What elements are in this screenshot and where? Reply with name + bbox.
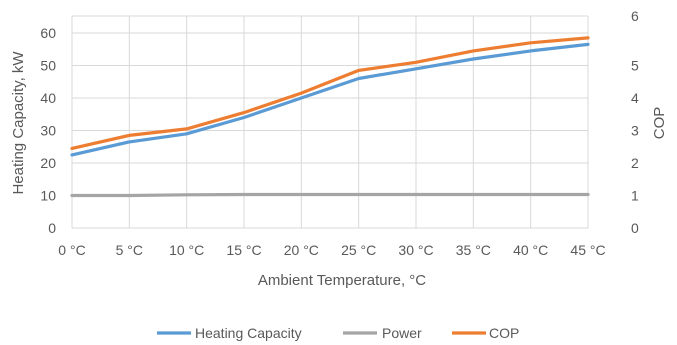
- y2-tick-label: 0: [631, 220, 639, 236]
- x-tick-label: 25 °C: [341, 242, 376, 258]
- y2-axis-title: COP: [651, 107, 668, 140]
- y2-tick-label: 2: [631, 155, 639, 171]
- y-tick-label: 20: [40, 155, 56, 171]
- x-tick-label: 45 °C: [570, 242, 605, 258]
- x-tick-label: 35 °C: [456, 242, 491, 258]
- legend-label: Heating Capacity: [195, 325, 302, 341]
- series-line-cop: [70, 36, 590, 150]
- y2-tick-label: 6: [631, 8, 639, 24]
- x-tick-label: 40 °C: [513, 242, 548, 258]
- x-tick-label: 20 °C: [284, 242, 319, 258]
- x-axis-ticks: 0 °C 5 °C 10 °C 15 °C 20 °C 25 °C 30 °C 35 °C 40…: [58, 242, 605, 258]
- y-tick-label: 40: [40, 90, 56, 106]
- grid: [71, 15, 589, 229]
- x-axis-title: Ambient Temperature, °C: [258, 272, 426, 289]
- series-line-power: [70, 192, 590, 198]
- y-tick-label: 10: [40, 188, 56, 204]
- y2-tick-label: 3: [631, 123, 639, 139]
- x-tick-label: 0 °C: [58, 242, 85, 258]
- series-line-heating-capacity: [70, 42, 590, 157]
- legend-label: COP: [489, 325, 519, 341]
- y-tick-label: 60: [40, 25, 56, 41]
- legend: Heating Capacity Power COP: [157, 325, 519, 341]
- y-tick-label: 30: [40, 123, 56, 139]
- y-axis-title: Heating Capacity, kW: [10, 51, 27, 195]
- y2-axis-ticks: 0 1 2 3 4 5 6: [631, 8, 639, 236]
- y2-tick-label: 4: [631, 90, 639, 106]
- y2-tick-label: 5: [631, 58, 639, 74]
- y-tick-label: 50: [40, 58, 56, 74]
- x-tick-label: 10 °C: [169, 242, 204, 258]
- legend-label: Power: [382, 325, 422, 341]
- y-tick-label: 0: [48, 220, 56, 236]
- y-axis-ticks: 0 10 20 30 40 50 60: [40, 25, 56, 236]
- x-tick-label: 15 °C: [226, 242, 261, 258]
- x-tick-label: 30 °C: [398, 242, 433, 258]
- series-lines: [70, 36, 590, 198]
- y2-tick-label: 1: [631, 188, 639, 204]
- x-tick-label: 5 °C: [116, 242, 143, 258]
